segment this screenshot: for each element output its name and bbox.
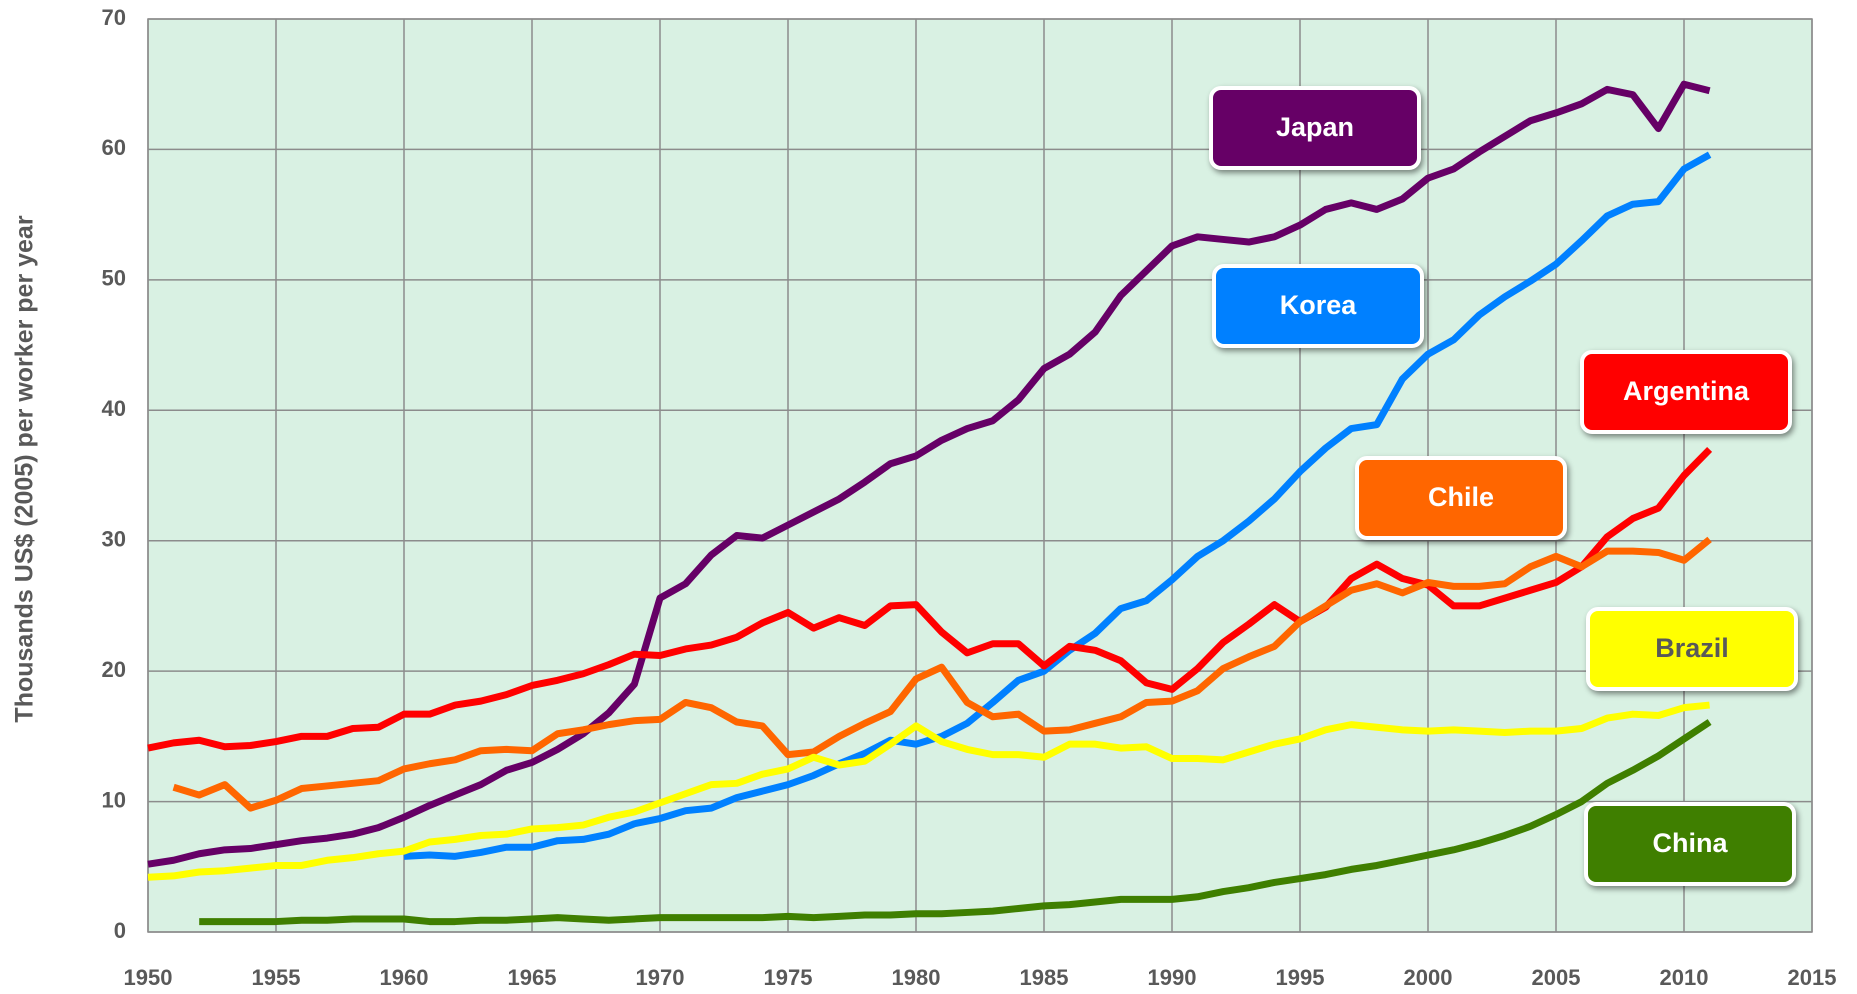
y-tick-label: 10 (102, 787, 126, 812)
x-tick-label: 2000 (1404, 965, 1453, 989)
series-label: Argentina (1580, 350, 1792, 434)
series-label-text: China (1652, 828, 1728, 858)
series-label-text: Argentina (1623, 376, 1750, 406)
series-line (403, 151, 1712, 860)
series-line (199, 719, 1712, 926)
series-label-text: Chile (1428, 482, 1494, 512)
series-label-box (1355, 456, 1567, 540)
x-tick-label: 1995 (1276, 965, 1325, 989)
series-label-text: Brazil (1655, 633, 1729, 663)
x-tick-label: 1960 (380, 965, 429, 989)
series-label: Japan (1209, 86, 1421, 170)
x-tick-label: 1955 (252, 965, 301, 989)
series-line (147, 446, 1713, 752)
plot-border (147, 18, 1813, 933)
y-tick-label: 0 (114, 918, 126, 943)
x-tick-label: 1985 (1020, 965, 1069, 989)
y-tick-label: 20 (102, 657, 126, 682)
series-line (172, 536, 1712, 812)
x-tick-label: 1970 (636, 965, 685, 989)
y-tick-label: 50 (102, 266, 126, 291)
x-tick-label: 1965 (508, 965, 557, 989)
series-label-text: Japan (1276, 112, 1354, 142)
y-tick-label: 40 (102, 396, 126, 421)
series-label-text: Korea (1280, 290, 1358, 320)
y-axis-title: Thousands US$ (2005) per worker per year (11, 215, 39, 722)
series-line (147, 701, 1710, 881)
series-label-box (1212, 264, 1424, 348)
x-tick-label: 1980 (892, 965, 941, 989)
x-tick-label: 2010 (1660, 965, 1709, 989)
x-tick-label: 1990 (1148, 965, 1197, 989)
series-label-box (1584, 802, 1796, 886)
y-tick-label: 70 (102, 5, 126, 30)
x-tick-label: 2015 (1788, 965, 1837, 989)
series-label-box (1586, 607, 1798, 691)
series-label: Chile (1355, 456, 1567, 540)
series-label-box (1580, 350, 1792, 434)
series-label: Brazil (1586, 607, 1798, 691)
x-tick-label: 1950 (124, 965, 173, 989)
series-label-box (1209, 86, 1421, 170)
series-line (147, 80, 1711, 868)
y-tick-label: 30 (102, 527, 126, 552)
series-label: China (1584, 802, 1796, 886)
series-label: Korea (1212, 264, 1424, 348)
x-tick-label: 1975 (764, 965, 813, 989)
x-tick-label: 2005 (1532, 965, 1581, 989)
y-tick-label: 60 (102, 135, 126, 160)
